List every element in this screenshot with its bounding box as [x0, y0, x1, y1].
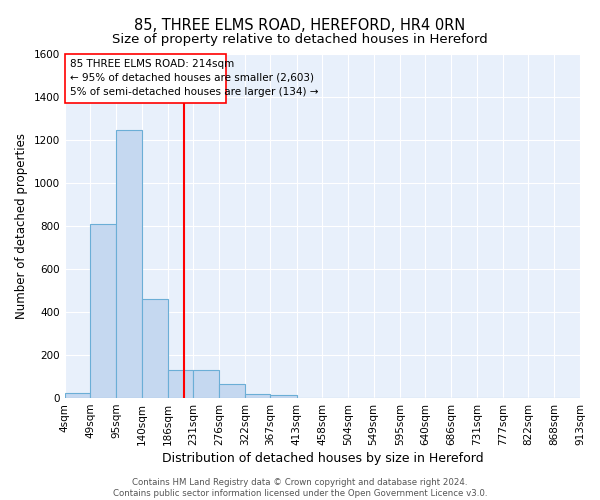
Bar	[90, 224, 116, 398]
Bar	[116, 130, 142, 398]
Y-axis label: Number of detached properties: Number of detached properties	[15, 133, 28, 319]
Bar	[168, 370, 193, 398]
Bar	[219, 384, 245, 398]
Text: Size of property relative to detached houses in Hereford: Size of property relative to detached ho…	[112, 32, 488, 46]
Bar	[142, 299, 168, 398]
Bar	[65, 54, 226, 104]
Text: 85, THREE ELMS ROAD, HEREFORD, HR4 0RN: 85, THREE ELMS ROAD, HEREFORD, HR4 0RN	[134, 18, 466, 32]
X-axis label: Distribution of detached houses by size in Hereford: Distribution of detached houses by size …	[161, 452, 483, 465]
Bar	[65, 392, 90, 398]
Text: 85 THREE ELMS ROAD: 214sqm
← 95% of detached houses are smaller (2,603)
5% of se: 85 THREE ELMS ROAD: 214sqm ← 95% of deta…	[70, 58, 319, 96]
Bar	[271, 395, 296, 398]
Bar	[193, 370, 219, 398]
Bar	[245, 394, 271, 398]
Text: Contains HM Land Registry data © Crown copyright and database right 2024.
Contai: Contains HM Land Registry data © Crown c…	[113, 478, 487, 498]
